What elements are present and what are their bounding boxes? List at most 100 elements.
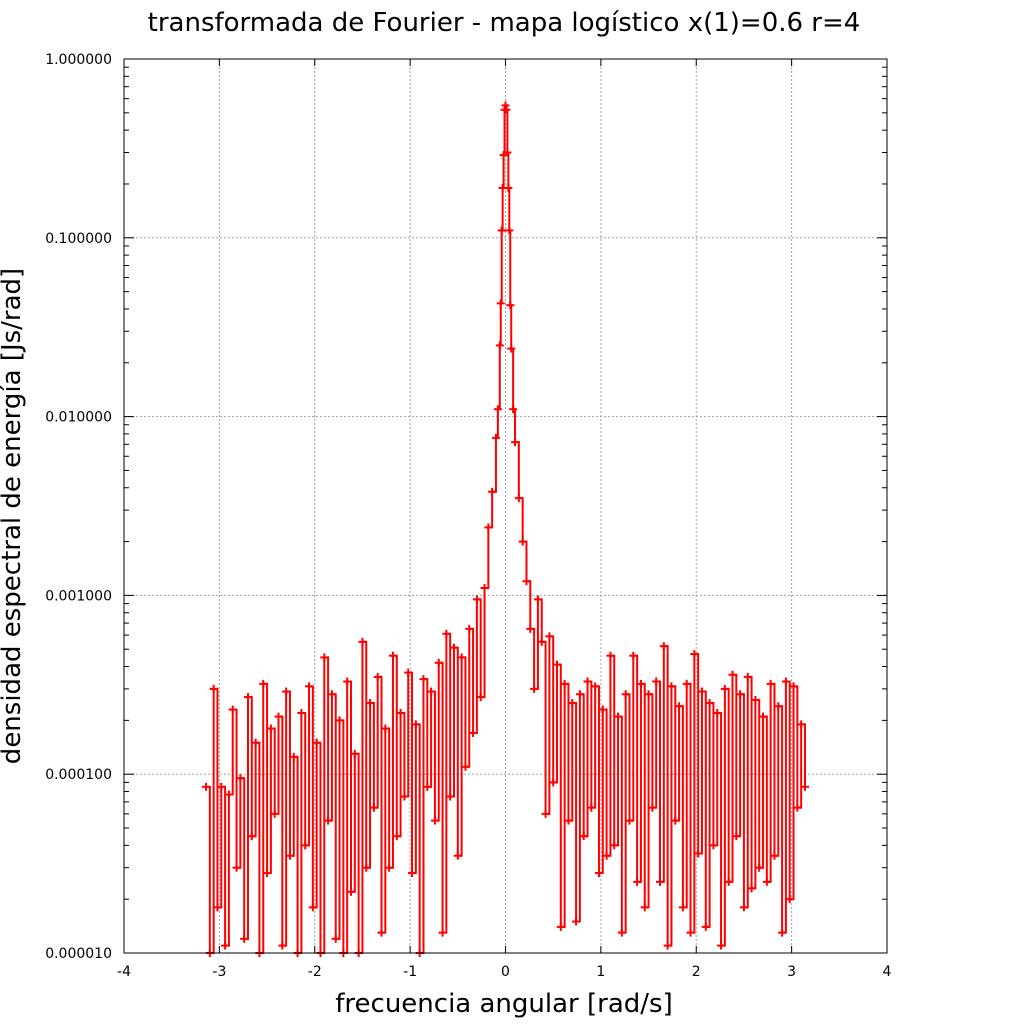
data-point bbox=[263, 869, 272, 878]
data-point bbox=[502, 105, 511, 114]
x-tick-label: -2 bbox=[308, 964, 322, 980]
data-point bbox=[305, 682, 314, 691]
data-point bbox=[736, 690, 745, 699]
data-point bbox=[434, 658, 443, 667]
data-point bbox=[346, 887, 355, 896]
data-point bbox=[320, 653, 329, 662]
data-point bbox=[568, 699, 577, 708]
data-point bbox=[640, 903, 649, 912]
data-point bbox=[324, 816, 333, 825]
data-point bbox=[751, 696, 760, 705]
data-point bbox=[362, 863, 371, 872]
data-point bbox=[358, 637, 367, 646]
y-tick-label: 1.000000 bbox=[45, 52, 112, 68]
data-point bbox=[671, 816, 680, 825]
data-point bbox=[614, 712, 623, 721]
data-point bbox=[717, 941, 726, 950]
data-point bbox=[572, 917, 581, 926]
data-point bbox=[678, 903, 687, 912]
data-point bbox=[506, 301, 515, 310]
data-point bbox=[537, 637, 546, 646]
data-point bbox=[465, 624, 474, 633]
data-point bbox=[594, 869, 603, 878]
data-point bbox=[491, 433, 500, 442]
data-point bbox=[446, 792, 455, 801]
data-point bbox=[701, 922, 710, 931]
data-point bbox=[728, 670, 737, 679]
x-tick-label: 0 bbox=[501, 964, 510, 980]
y-tick-label: 0.100000 bbox=[45, 231, 112, 247]
data-point bbox=[644, 690, 653, 699]
data-point bbox=[743, 672, 752, 681]
data-point bbox=[209, 684, 218, 693]
data-point bbox=[625, 816, 634, 825]
data-point bbox=[549, 778, 558, 787]
data-point bbox=[274, 712, 283, 721]
y-tick-label: 0.000100 bbox=[45, 767, 112, 783]
data-point bbox=[484, 523, 493, 532]
data-point bbox=[236, 774, 245, 783]
data-point bbox=[369, 803, 378, 812]
data-point bbox=[587, 803, 596, 812]
data-point bbox=[396, 708, 405, 717]
data-point bbox=[766, 679, 775, 688]
plot-frame bbox=[123, 58, 888, 954]
x-tick-label: 2 bbox=[692, 964, 701, 980]
data-point bbox=[564, 816, 573, 825]
data-point bbox=[602, 851, 611, 860]
data-point bbox=[461, 762, 470, 771]
data-point bbox=[442, 629, 451, 638]
data-point bbox=[240, 934, 249, 943]
data-point bbox=[781, 677, 790, 686]
data-point bbox=[388, 651, 397, 660]
data-point bbox=[476, 693, 485, 702]
grid bbox=[124, 59, 887, 953]
data-point bbox=[610, 841, 619, 850]
data-point bbox=[308, 903, 317, 912]
data-point bbox=[778, 928, 787, 937]
data-point bbox=[659, 642, 668, 651]
data-point bbox=[663, 941, 672, 950]
axis-ticks: -4 -3 -2 -1 0 1 2 3 4 0.000010 0.000100 0.001000 0.0… bbox=[45, 52, 891, 980]
y-tick-label: 0.010000 bbox=[45, 410, 112, 426]
data-point bbox=[202, 782, 211, 791]
data-point bbox=[251, 738, 260, 747]
data-point bbox=[694, 849, 703, 858]
data-point bbox=[423, 782, 432, 791]
data-point bbox=[217, 782, 226, 791]
data-point bbox=[366, 699, 375, 708]
data-point bbox=[438, 928, 447, 937]
data-point bbox=[259, 679, 268, 688]
data-point bbox=[800, 782, 809, 791]
data-point bbox=[793, 803, 802, 812]
data-point bbox=[785, 895, 794, 904]
data-point bbox=[278, 941, 287, 950]
data-point bbox=[636, 679, 645, 688]
data-point bbox=[556, 922, 565, 931]
data-point bbox=[469, 728, 478, 737]
data-point bbox=[493, 405, 502, 414]
data-point bbox=[697, 687, 706, 696]
y-tick-label: 0.001000 bbox=[45, 588, 112, 604]
data-point bbox=[759, 712, 768, 721]
data-point bbox=[522, 577, 531, 586]
data-point bbox=[541, 809, 550, 818]
data-point bbox=[282, 687, 291, 696]
data-point bbox=[497, 226, 506, 235]
data-point bbox=[408, 869, 417, 878]
data-point bbox=[652, 677, 661, 686]
data-point bbox=[495, 341, 504, 350]
data-point bbox=[797, 720, 806, 729]
data-point bbox=[648, 803, 657, 812]
data-point bbox=[724, 877, 733, 886]
x-tick-label: 1 bbox=[596, 964, 605, 980]
data-point bbox=[373, 672, 382, 681]
data-point bbox=[690, 650, 699, 659]
data-point bbox=[480, 583, 489, 592]
data-point bbox=[755, 863, 764, 872]
data-point bbox=[430, 816, 439, 825]
data-point bbox=[675, 702, 684, 711]
x-tick-label: -3 bbox=[212, 964, 226, 980]
data-point bbox=[583, 677, 592, 686]
